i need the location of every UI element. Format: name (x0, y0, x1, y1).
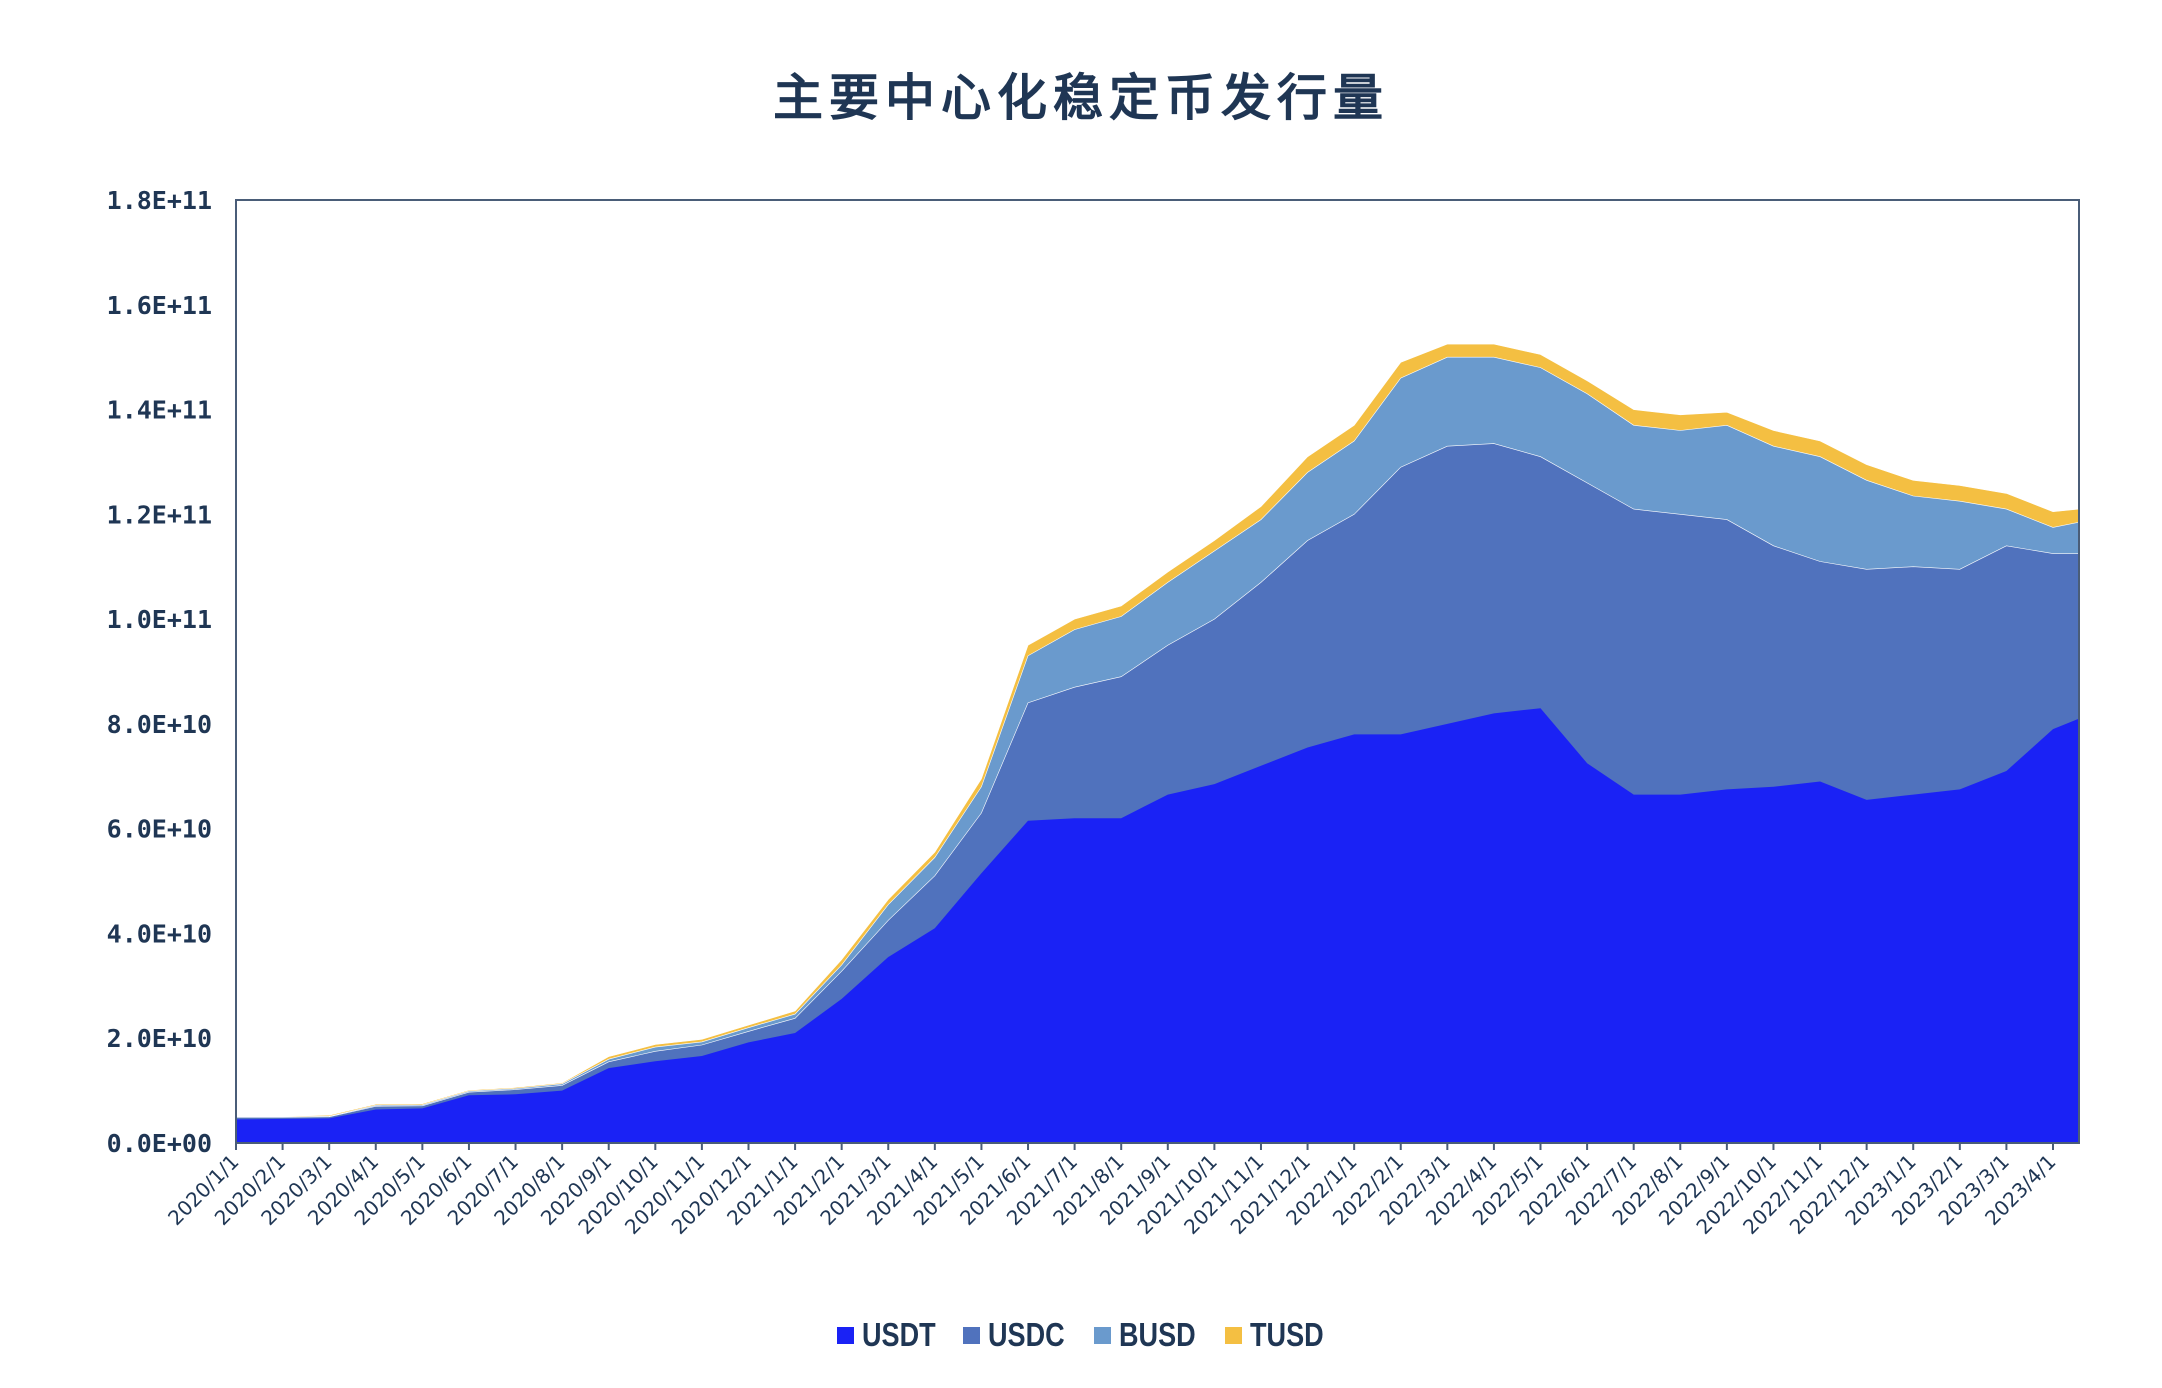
area-layers (235, 343, 2080, 1144)
plot-frame (235, 199, 2080, 1144)
y-tick-label: 0.0E+00 (107, 1129, 212, 1158)
y-tick-label: 1.6E+11 (107, 291, 212, 320)
legend-item-usdt: USDT (836, 1316, 938, 1354)
legend: USDT USDC BUSD TUSD (0, 1316, 2162, 1354)
legend-label: USDC (988, 1316, 1066, 1353)
usdt-swatch-icon (836, 1326, 854, 1344)
y-tick-label: 1.8E+11 (107, 186, 212, 215)
y-tick-label: 1.4E+11 (107, 396, 212, 425)
legend-label: BUSD (1119, 1316, 1196, 1353)
tusd-swatch-icon (1224, 1326, 1242, 1344)
x-axis-ticks: 2020/1/12020/2/12020/3/12020/4/12020/5/1… (163, 1143, 2061, 1239)
y-axis-ticks: 0.0E+00 2.0E+10 4.0E+10 6.0E+10 8.0E+10 1.0E+… (107, 186, 212, 1158)
chart-title: 主要中心化稳定币发行量 (773, 68, 1389, 127)
legend-label: TUSD (1249, 1316, 1324, 1353)
y-tick-label: 8.0E+10 (107, 710, 212, 739)
legend-item-usdc: USDC (963, 1316, 1068, 1354)
y-tick-label: 2.0E+10 (107, 1024, 212, 1053)
busd-swatch-icon (1094, 1326, 1111, 1344)
legend-item-busd: BUSD (1094, 1316, 1199, 1354)
area-usdt (236, 708, 2079, 1143)
y-tick-label: 6.0E+10 (107, 815, 212, 844)
y-tick-label: 1.0E+11 (107, 605, 212, 634)
y-tick-label: 4.0E+10 (107, 919, 212, 948)
legend-item-tusd: TUSD (1224, 1316, 1326, 1354)
legend-label: USDT (861, 1316, 936, 1353)
y-tick-label: 1.2E+11 (107, 500, 212, 529)
usdc-swatch-icon (963, 1326, 981, 1344)
